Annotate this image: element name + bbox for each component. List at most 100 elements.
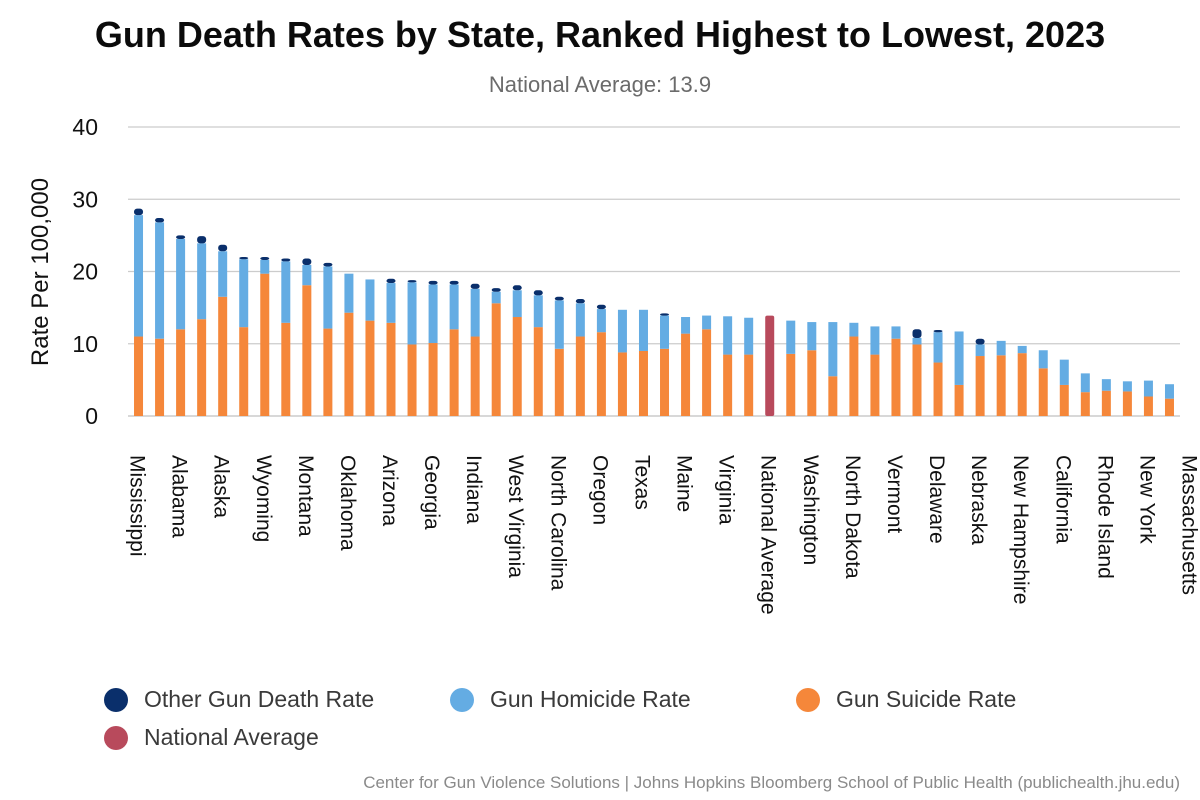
bar-suicide — [344, 312, 354, 416]
bar-suicide — [470, 336, 480, 416]
x-axis-labels: Mississippi Alabama Alaska Wyoming Montana Ok… — [126, 455, 1200, 615]
bar-other — [533, 290, 543, 296]
bar-other — [470, 283, 480, 289]
bar-other — [239, 257, 249, 260]
x-tick-label: Nebraska — [967, 455, 990, 545]
bar-homicide — [617, 309, 627, 353]
bar-homicide — [1164, 384, 1174, 399]
x-tick-label: Mississippi — [126, 455, 149, 557]
x-tick-label: Alabama — [168, 455, 191, 538]
bar-suicide — [975, 356, 985, 416]
bar-suicide — [849, 336, 859, 416]
bar-homicide — [197, 243, 207, 320]
bar-suicide — [491, 303, 501, 416]
bar-other — [218, 244, 228, 252]
legend: Other Gun Death Rate Gun Homicide Rate G… — [104, 686, 1104, 766]
bar-homicide — [428, 284, 438, 344]
chart-subtitle: National Average: 13.9 — [488, 72, 712, 97]
bar-other — [302, 258, 312, 265]
bar-homicide — [1122, 381, 1132, 392]
bar-homicide — [1059, 359, 1069, 385]
bar-suicide — [239, 327, 249, 416]
bar-homicide — [491, 291, 501, 304]
bar-homicide — [723, 316, 733, 355]
bar-other — [176, 235, 186, 239]
bar-homicide — [912, 337, 922, 345]
bar-suicide — [912, 344, 922, 416]
legend-item-homicide: Gun Homicide Rate — [450, 686, 691, 713]
bar-other — [512, 285, 522, 291]
legend-label-homicide: Gun Homicide Rate — [490, 686, 691, 712]
bar-suicide — [1164, 398, 1174, 416]
legend-swatch-suicide — [796, 687, 820, 712]
chart-title: Gun Death Rates by State, Ranked Highest… — [94, 14, 1106, 55]
bar-homicide — [681, 317, 691, 334]
bar-suicide — [218, 296, 228, 416]
legend-item-suicide: Gun Suicide Rate — [796, 686, 1016, 713]
legend-label-other: Other Gun Death Rate — [144, 686, 375, 712]
bar-suicide — [1038, 368, 1048, 416]
bar-suicide — [786, 353, 796, 416]
bar-homicide — [786, 320, 796, 354]
bar-suicide — [260, 273, 270, 416]
y-tick-label: 30 — [72, 186, 98, 212]
bar-other — [155, 218, 165, 223]
bar-suicide — [1080, 392, 1090, 416]
bar-other — [428, 280, 438, 285]
bar-homicide — [891, 326, 901, 339]
bar-homicide — [344, 273, 354, 313]
x-tick-label: Oregon — [588, 455, 611, 525]
bar-other — [323, 262, 333, 267]
x-tick-label: North Carolina — [546, 455, 569, 591]
bar-other — [407, 280, 417, 283]
bar-homicide — [239, 259, 249, 328]
bar-homicide — [954, 331, 964, 385]
bars — [134, 208, 1174, 416]
bar-suicide — [533, 327, 543, 416]
bar-homicide — [596, 309, 606, 333]
bar-homicide — [702, 315, 712, 330]
legend-item-other: Other Gun Death Rate — [104, 686, 374, 713]
bar-homicide — [155, 222, 165, 339]
bar-homicide — [407, 282, 417, 345]
y-tick-label: 20 — [72, 259, 98, 285]
bar-other — [975, 338, 985, 345]
bar-homicide — [386, 283, 396, 323]
bar-other — [575, 298, 585, 304]
bar-homicide — [575, 303, 585, 337]
bar-homicide — [323, 266, 333, 329]
bar-suicide — [660, 348, 670, 416]
bar-homicide — [218, 251, 228, 297]
bar-suicide — [891, 338, 901, 416]
bar-suicide — [428, 343, 438, 416]
bar-other — [491, 288, 501, 292]
bar-other — [660, 313, 670, 316]
bar-suicide — [702, 329, 712, 416]
legend-swatch-homicide — [450, 687, 474, 712]
bar-suicide — [1122, 391, 1132, 416]
source-note: Center for Gun Violence Solutions | John… — [363, 773, 1180, 792]
x-tick-label: West Virginia — [504, 455, 527, 578]
bar-suicide — [1143, 396, 1153, 416]
bar-other — [449, 280, 459, 285]
x-tick-label: New Hampshire — [1009, 455, 1032, 604]
bar-suicide — [176, 329, 186, 416]
bar-homicide — [533, 295, 543, 328]
x-tick-label: Georgia — [420, 455, 443, 530]
bar-homicide — [1101, 379, 1111, 391]
bar-suicide — [933, 362, 943, 416]
bar-homicide — [975, 344, 985, 357]
bar-homicide — [512, 290, 522, 318]
bar-suicide — [134, 336, 144, 416]
bar-homicide — [1038, 350, 1048, 369]
bar-suicide — [365, 320, 375, 416]
y-tick-label: 0 — [85, 403, 98, 429]
x-tick-label: National Average — [757, 455, 780, 615]
y-axis-ticks: 0 10 20 30 40 — [72, 114, 98, 429]
bar-homicide — [1080, 373, 1090, 393]
x-tick-label: Maine — [673, 455, 696, 512]
bar-homicide — [365, 279, 375, 321]
x-tick-label: Oklahoma — [336, 455, 359, 551]
bar-homicide — [870, 326, 880, 355]
